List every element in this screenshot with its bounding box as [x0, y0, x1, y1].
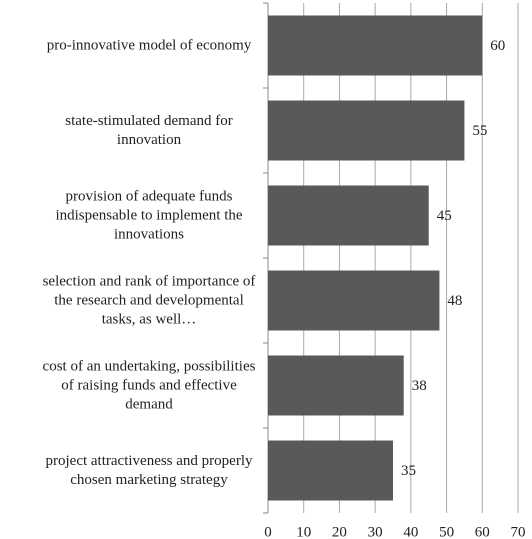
bar	[268, 185, 429, 246]
x-tick-label: 0	[264, 524, 272, 539]
value-label: 48	[447, 293, 462, 309]
y-tick-label: cost of an undertaking, possibilities of…	[42, 358, 256, 412]
value-label: 38	[412, 378, 427, 394]
x-tick-label: 50	[439, 524, 454, 539]
value-label: 35	[401, 463, 416, 479]
bar	[268, 440, 393, 501]
bar	[268, 15, 483, 76]
value-label: 60	[490, 38, 505, 54]
bar	[268, 355, 404, 416]
x-tick-label: 70	[511, 524, 526, 539]
value-label: 45	[437, 208, 452, 224]
y-tick-label: project attractiveness and properly chos…	[45, 452, 253, 488]
bar	[268, 270, 440, 331]
x-tick-label: 10	[296, 524, 311, 539]
y-tick-label: state-stimulated demand for innovation	[65, 112, 233, 148]
y-tick-label: pro-innovative model of economy	[46, 37, 252, 53]
x-tick-label: 40	[403, 524, 418, 539]
bar	[268, 100, 465, 161]
y-tick-label: provision of adequate funds indispensabl…	[55, 188, 243, 242]
x-tick-label: 60	[475, 524, 490, 539]
x-tick-label: 20	[332, 524, 347, 539]
value-label: 55	[472, 123, 487, 139]
x-tick-label: 30	[368, 524, 383, 539]
y-tick-label: selection and rank of importance of the …	[42, 273, 256, 327]
